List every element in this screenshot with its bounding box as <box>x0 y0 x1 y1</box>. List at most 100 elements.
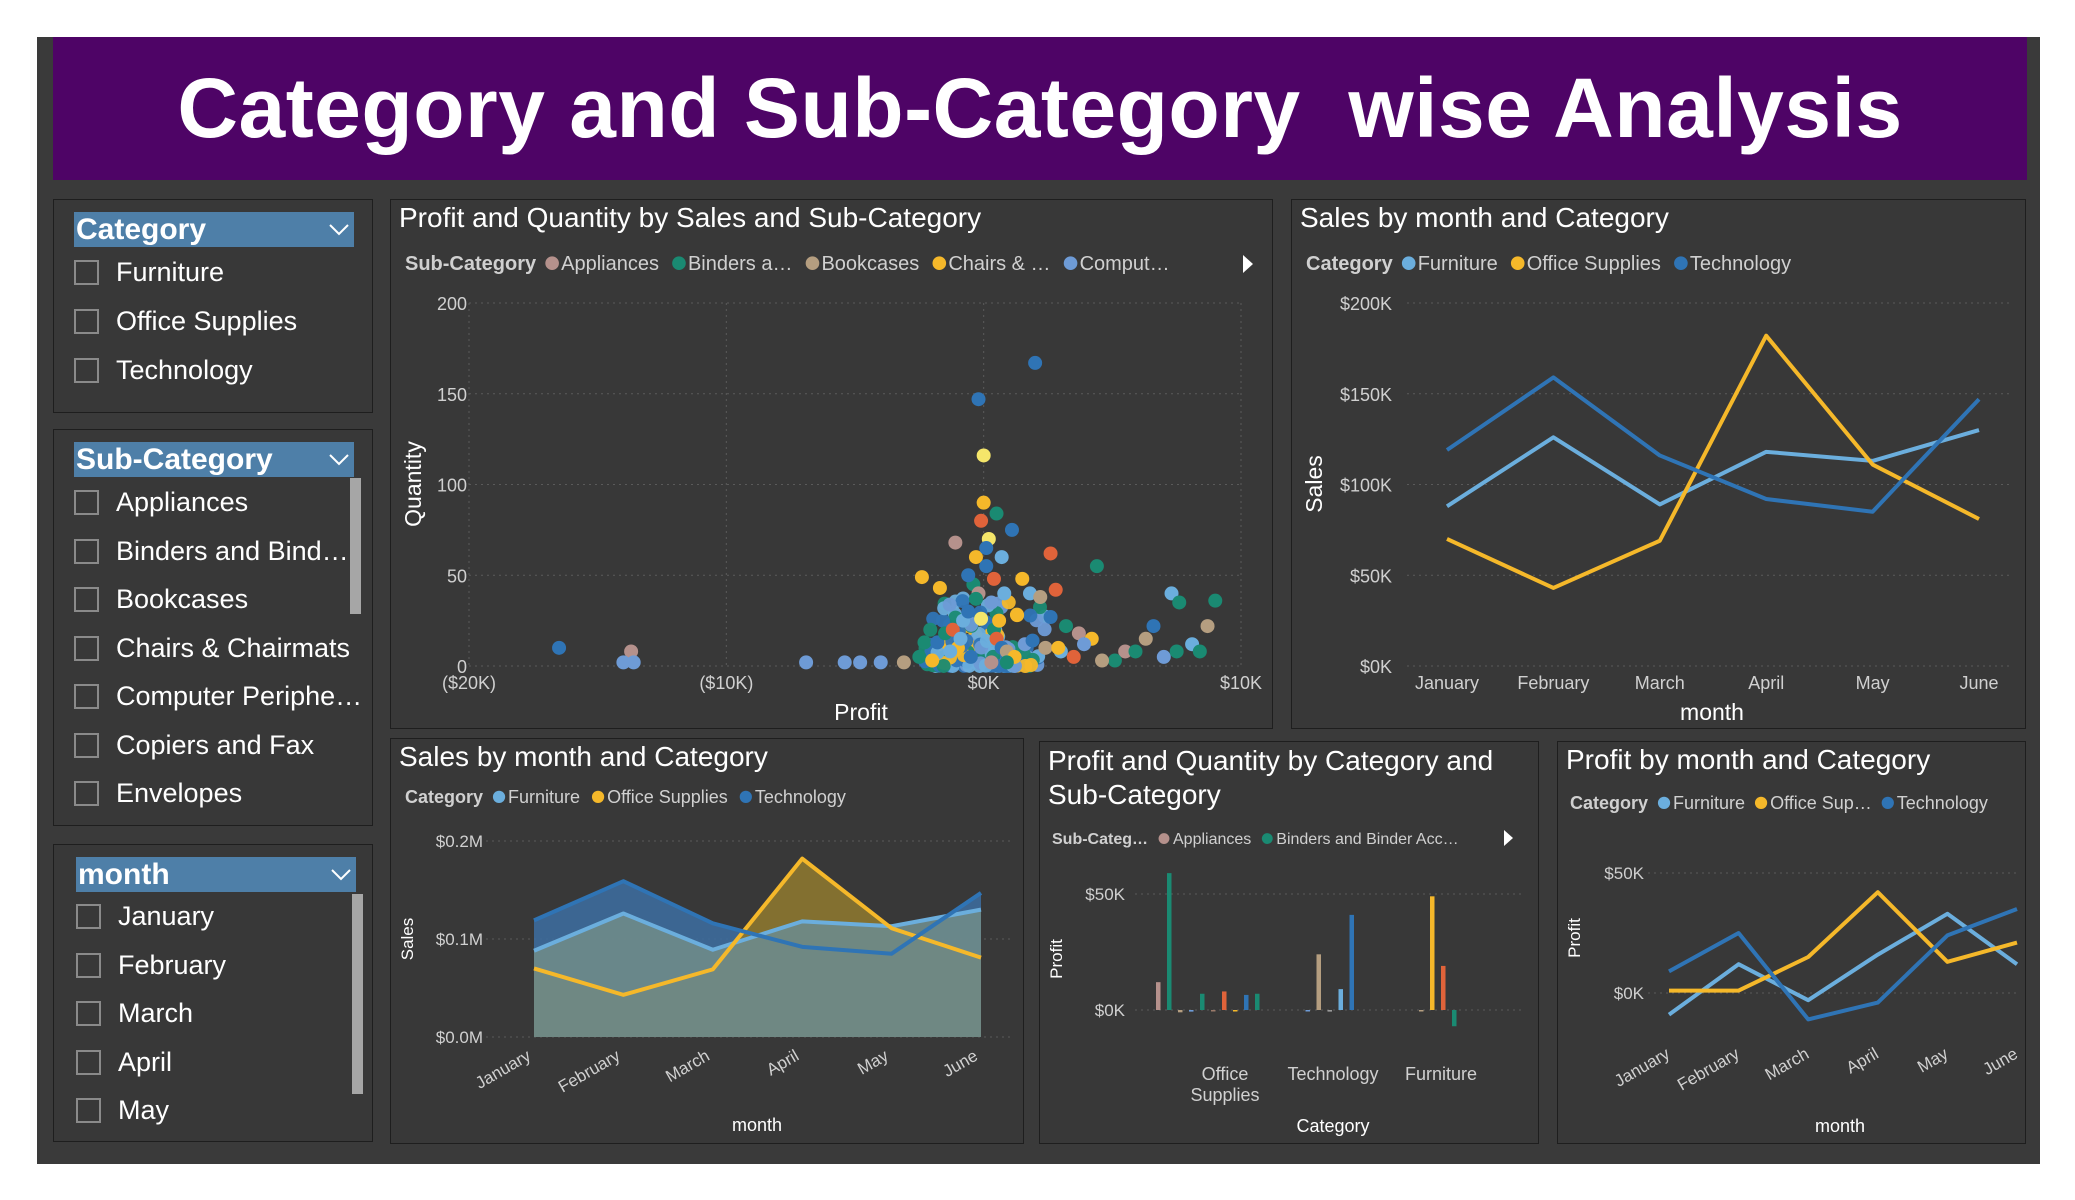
slicer-item-appliances[interactable]: Appliances <box>74 482 248 522</box>
slicer-item-furniture[interactable]: Furniture <box>74 252 224 292</box>
scatter-point <box>1128 644 1143 659</box>
legend-item: Comput… <box>1080 253 1170 275</box>
checkbox[interactable] <box>74 732 99 758</box>
y-tick-label: 0 <box>457 657 467 677</box>
scatter-point <box>1038 640 1053 655</box>
scrollbar[interactable] <box>350 478 361 614</box>
scatter-point <box>1146 619 1161 634</box>
checkbox[interactable] <box>74 259 99 285</box>
slicer-item-chairs[interactable]: Chairs & Chairmats <box>74 628 350 668</box>
checkbox[interactable] <box>76 903 101 929</box>
slicer-item-may[interactable]: May <box>76 1090 169 1130</box>
y-axis-label: Sales <box>1301 455 1327 513</box>
legend-marker <box>932 256 947 270</box>
checkbox[interactable] <box>74 357 99 383</box>
scatter-point <box>974 611 989 626</box>
slicer-item-label: Computer Periphe… <box>116 680 363 711</box>
bar <box>1200 993 1205 1010</box>
scatter-point <box>923 622 938 637</box>
category-slicer-header[interactable]: Category <box>74 212 354 247</box>
slicer-item-binders[interactable]: Binders and Bind… <box>74 531 349 571</box>
scatter-point <box>1033 590 1048 605</box>
checkbox[interactable] <box>74 635 99 661</box>
legend-marker <box>739 790 752 803</box>
scatter-point <box>1066 649 1081 664</box>
checkbox[interactable] <box>76 1097 101 1123</box>
bar <box>1316 954 1321 1010</box>
x-tick-label: Technology <box>1287 1064 1378 1084</box>
y-tick-label: $50K <box>1350 566 1392 586</box>
x-tick-label: June <box>1959 673 1998 693</box>
slicer-item-label: Appliances <box>116 486 249 517</box>
scatter-point <box>963 649 978 664</box>
checkbox[interactable] <box>74 308 99 334</box>
chart-title: Profit and Quantity by Category and Sub-… <box>1048 744 1493 812</box>
checkbox[interactable] <box>74 586 99 612</box>
legend-next-icon <box>1243 255 1253 273</box>
scatter-point <box>992 613 1007 628</box>
slicer-item-january[interactable]: January <box>76 896 214 936</box>
slicer-item-computer-peripherals[interactable]: Computer Periphe… <box>74 676 362 716</box>
y-tick-label: 150 <box>437 385 467 405</box>
scatter-point <box>936 658 951 673</box>
slicer-item-april[interactable]: April <box>76 1042 172 1082</box>
scatter-point <box>1107 653 1122 668</box>
bar <box>1349 914 1354 1010</box>
slicer-item-label: May <box>118 1094 170 1125</box>
x-tick-label: January <box>1611 1044 1673 1091</box>
x-tick-label: June <box>1980 1044 2021 1079</box>
legend-marker <box>1261 833 1273 844</box>
slicer-item-copiers[interactable]: Copiers and Fax <box>74 725 314 765</box>
slicer-item-february[interactable]: February <box>76 945 226 985</box>
bar <box>1222 991 1227 1010</box>
slicer-item-label: Bookcases <box>116 583 249 614</box>
scrollbar[interactable] <box>352 894 363 1094</box>
x-tick-label: February <box>555 1046 624 1097</box>
month-slicer-header[interactable]: month <box>76 857 356 892</box>
legend-item: Technology <box>1690 253 1791 275</box>
slicer-item-envelopes[interactable]: Envelopes <box>74 773 242 813</box>
slicer-item-march[interactable]: March <box>76 993 193 1033</box>
bar <box>1305 1010 1310 1012</box>
x-tick-label: ($10K) <box>699 673 753 693</box>
legend-item: Technology <box>755 787 846 807</box>
checkbox[interactable] <box>74 683 99 709</box>
x-tick-label: ($20K) <box>442 673 496 693</box>
checkbox[interactable] <box>74 780 99 806</box>
scatter-point <box>1077 637 1092 652</box>
month-slicer: month January February March April May <box>53 844 373 1142</box>
legend-item: Furniture <box>508 787 580 807</box>
sub-category-slicer-title: Sub-Category <box>76 443 273 476</box>
checkbox[interactable] <box>76 1049 101 1075</box>
slicer-item-office-supplies[interactable]: Office Supplies <box>74 301 297 341</box>
checkbox[interactable] <box>74 538 99 564</box>
checkbox[interactable] <box>76 952 101 978</box>
checkbox[interactable] <box>74 489 99 515</box>
scatter-point <box>1071 626 1086 641</box>
scatter-point <box>1043 609 1058 624</box>
slicer-item-label: Envelopes <box>116 777 243 808</box>
legend-marker <box>1158 833 1170 844</box>
slicer-item-label: January <box>118 900 215 931</box>
sub-category-slicer: Sub-Category Appliances Binders and Bind… <box>53 429 373 826</box>
checkbox[interactable] <box>76 1000 101 1026</box>
category-slicer-title: Category <box>76 213 207 246</box>
slicer-item-technology[interactable]: Technology <box>74 350 253 390</box>
x-tick-label: February <box>1674 1044 1743 1095</box>
x-axis-label: Profit <box>834 699 888 725</box>
scatter-point <box>1156 649 1171 664</box>
sub-category-slicer-header[interactable]: Sub-Category <box>74 442 354 477</box>
slicer-item-bookcases[interactable]: Bookcases <box>74 579 248 619</box>
chevron-down-icon[interactable] <box>328 212 350 247</box>
x-tick-label: April <box>1748 673 1784 693</box>
x-tick-label: $0K <box>968 673 1000 693</box>
chart-title: Profit by month and Category <box>1566 744 1931 775</box>
legend-marker <box>1881 796 1894 809</box>
chart-title: Profit and Quantity by Sales and Sub-Cat… <box>399 202 982 233</box>
bar <box>1338 989 1343 1010</box>
chevron-down-icon[interactable] <box>328 442 350 477</box>
y-tick-label: $100K <box>1340 476 1392 496</box>
scatter-point <box>1015 571 1030 586</box>
bar <box>1327 1010 1332 1012</box>
chevron-down-icon[interactable] <box>330 857 352 892</box>
